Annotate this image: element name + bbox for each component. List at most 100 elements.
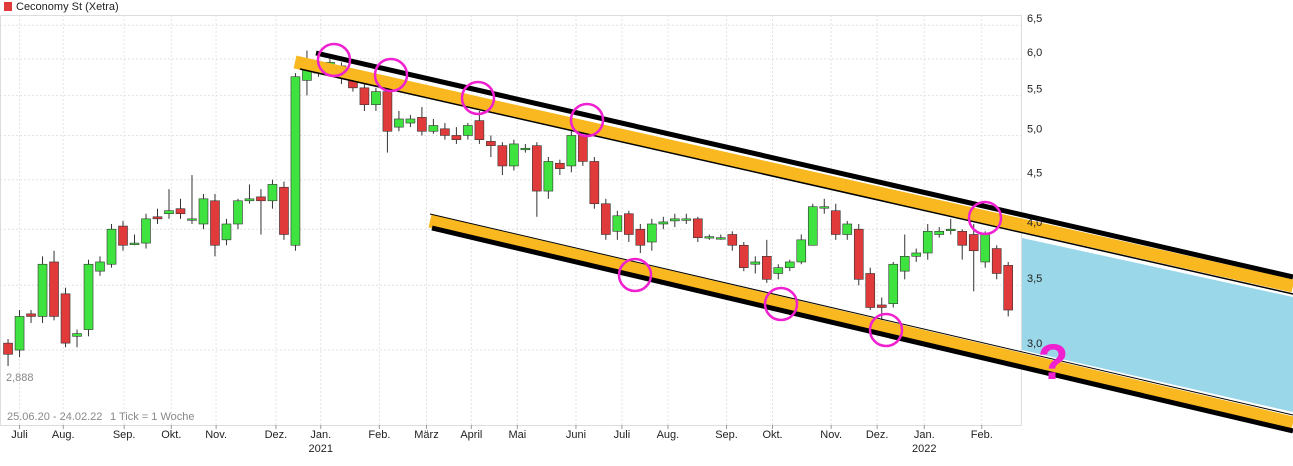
y-tick-label: 6,0 (1027, 47, 1042, 59)
x-tick-label: Sep. (113, 429, 136, 441)
x-tick-label: Okt. (762, 429, 782, 441)
candle-body (118, 225, 128, 246)
x-year-label: 2021 (308, 443, 332, 455)
candle-body (968, 234, 979, 252)
candle-body (704, 236, 715, 239)
candle-body (49, 261, 59, 317)
y-tick-label: 3,0 (1027, 338, 1042, 350)
candle-body (727, 234, 738, 246)
candle-body (796, 239, 807, 263)
candle-body (1003, 265, 1014, 311)
candle-body (807, 206, 818, 246)
touch-circle (373, 57, 409, 93)
candle-body (865, 273, 876, 308)
candle-body (773, 267, 784, 274)
y-tick-label: 6,5 (1027, 13, 1042, 25)
candle-body (428, 125, 439, 132)
candle-body (922, 231, 933, 254)
x-tick-label: Juli (614, 429, 631, 441)
y-tick-label: 5,5 (1027, 83, 1042, 95)
x-tick-label: Jan. (310, 429, 331, 441)
candle-body (566, 135, 577, 167)
candle-body (670, 218, 680, 222)
candle-body (95, 261, 105, 272)
candle-body (647, 223, 657, 243)
candle-body (888, 263, 899, 305)
y-tick-label: 3,5 (1027, 273, 1042, 285)
candle-body (106, 228, 117, 265)
touch-circle (763, 286, 799, 322)
candle-body (842, 223, 853, 235)
candle-body (279, 186, 289, 235)
x-tick-label: Aug. (657, 429, 680, 441)
candle-body (532, 145, 542, 192)
candle-body (520, 147, 531, 151)
candle-body (440, 128, 450, 136)
candle-body (761, 256, 772, 280)
x-tick-label: Dez. (866, 429, 889, 441)
candle-body (612, 215, 623, 232)
x-tick-label: Dez. (265, 429, 288, 441)
candle-body (980, 234, 991, 263)
period: 25.06.20 - 24.02.22 (7, 411, 102, 423)
touch-circle (967, 200, 1003, 236)
candle-body (290, 76, 301, 246)
forecast-area (1022, 238, 1293, 412)
x-tick-label: Juni (566, 429, 586, 441)
candles (3, 50, 1014, 367)
x-tick-label: Aug. (52, 429, 75, 441)
candle-body (681, 218, 692, 221)
candle-body (394, 118, 404, 128)
y-tick-label: 4,0 (1027, 217, 1042, 229)
candle-body (129, 242, 140, 245)
candle-body (957, 231, 968, 246)
low-label: 2,888 (6, 372, 34, 384)
candle-body (658, 221, 669, 225)
candle-body (72, 333, 82, 337)
candle-body (359, 87, 370, 105)
candle-body (876, 304, 887, 308)
touch-circle (569, 102, 605, 138)
candle-body (175, 208, 186, 215)
touch-circle (617, 257, 653, 293)
candle-body (14, 316, 25, 351)
candle-body (635, 228, 646, 246)
touch-circles (316, 42, 1003, 348)
candle-body (486, 141, 496, 146)
candle-body (693, 218, 703, 238)
candle-body (497, 145, 508, 167)
lower-line (431, 225, 1293, 434)
candle-body (509, 143, 519, 167)
candle-body (911, 252, 922, 257)
candle-body (60, 293, 71, 344)
candle-body (233, 200, 243, 225)
y-tick-label: 4,5 (1027, 168, 1042, 180)
candle-body (83, 263, 94, 330)
x-tick-label: Juli (11, 429, 28, 441)
y-tick-label: 5,0 (1027, 123, 1042, 135)
candle-body (624, 213, 634, 235)
candle-body (244, 198, 255, 202)
x-tick-label: April (460, 429, 482, 441)
x-tick-label: Feb. (368, 429, 390, 441)
candle-body (716, 237, 726, 240)
candle-body (474, 120, 485, 140)
x-year-label: 2022 (912, 443, 936, 455)
candle-body (187, 218, 197, 221)
candle-body (934, 231, 945, 235)
x-tick-label: Nov. (205, 429, 227, 441)
candle-body (141, 218, 151, 244)
candle-body (543, 161, 554, 192)
candle-body (589, 161, 600, 205)
candle-body (991, 248, 1002, 274)
candle-body (853, 228, 864, 280)
candle-body (164, 210, 174, 215)
touch-circle (316, 42, 352, 78)
candle-body (3, 342, 13, 355)
x-tick-label: Nov. (820, 429, 842, 441)
candle-body (267, 184, 278, 202)
candle-body (945, 228, 956, 232)
candle-body (899, 256, 910, 272)
candle-body (784, 261, 795, 268)
